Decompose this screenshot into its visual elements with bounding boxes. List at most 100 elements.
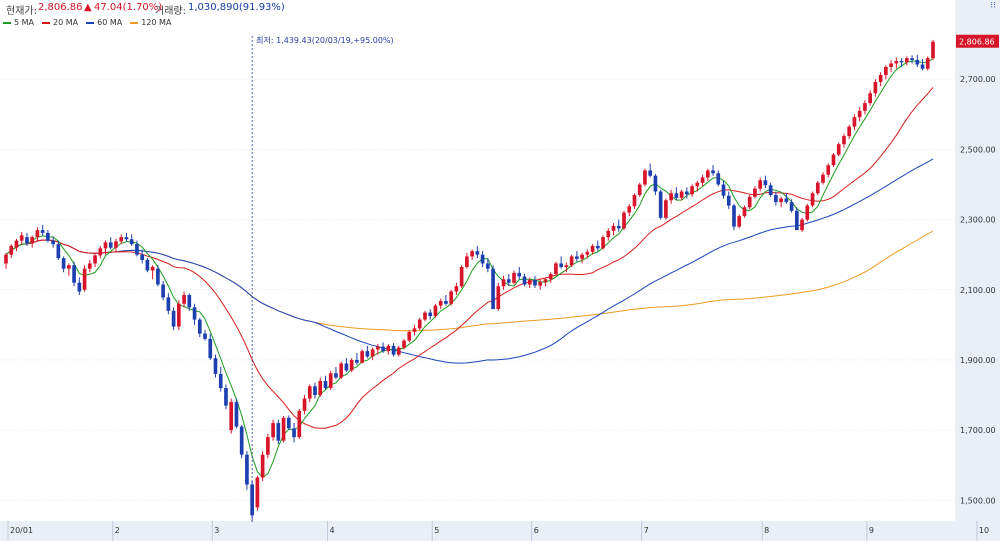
candle-body (318, 380, 323, 396)
candle (590, 244, 595, 255)
candle-body (611, 225, 616, 231)
settings-icon[interactable]: ⁝⁝ (990, 1, 996, 11)
candle-body (77, 282, 82, 292)
candle (412, 324, 417, 336)
candle-body (323, 380, 328, 389)
candle-body (501, 279, 506, 287)
candle (501, 275, 506, 290)
candle (506, 273, 511, 287)
candle (485, 258, 490, 273)
candle-body (124, 237, 129, 240)
y-tick-label: 2,700.00 (960, 75, 996, 84)
candle-body (569, 256, 574, 266)
candle (878, 72, 883, 87)
candle (355, 352, 359, 366)
candle (538, 279, 543, 290)
candle-body (360, 351, 364, 363)
candle-body (931, 41, 935, 59)
candle-body (365, 351, 370, 357)
candle-body (637, 184, 642, 196)
candle-body (4, 254, 8, 264)
candle (56, 240, 61, 260)
candle-body (826, 165, 831, 175)
candle (726, 191, 731, 210)
price-value: 2,806.86 (38, 2, 83, 13)
candle-body (616, 225, 621, 229)
candle (904, 56, 909, 66)
candle-body (40, 230, 45, 233)
candle-body (857, 110, 862, 118)
candle (166, 293, 171, 315)
candle (784, 193, 789, 204)
candle (35, 227, 40, 241)
candle-body (250, 484, 254, 516)
candle-body (815, 182, 820, 194)
candle (407, 330, 412, 343)
candle-body (564, 265, 569, 267)
candle-body (72, 265, 76, 283)
candle-body (46, 232, 50, 241)
candle-body (182, 295, 186, 304)
candle-body (428, 312, 433, 317)
candle (821, 172, 825, 185)
candle-body (512, 272, 516, 283)
candle-body (554, 263, 558, 274)
candle (25, 232, 29, 246)
candle (616, 219, 621, 232)
candle (266, 433, 270, 459)
candle-body (87, 263, 92, 269)
candle (72, 261, 76, 287)
candle-body (56, 244, 61, 259)
candle (910, 55, 914, 64)
candle-body (396, 347, 401, 355)
candle (669, 189, 673, 204)
candle (187, 293, 192, 311)
candle-body (585, 251, 590, 255)
legend-item-ma20: 20 MA (42, 18, 78, 27)
candle (852, 114, 857, 131)
candle-body (281, 417, 286, 441)
candle-body (381, 346, 385, 352)
change-arrow-icon: ▲ (84, 2, 92, 13)
candle (30, 235, 35, 248)
candle (61, 256, 66, 273)
y-tick-label: 1,500.00 (960, 496, 996, 505)
candle (318, 377, 323, 397)
candle (857, 107, 862, 122)
candle (449, 289, 454, 306)
candle (847, 124, 852, 139)
candle (774, 191, 778, 206)
candle (51, 236, 55, 248)
legend-item-ma120: 120 MA (130, 18, 171, 27)
candle-body (847, 126, 852, 137)
candle-body (685, 191, 689, 195)
ma120-line (5, 230, 934, 332)
candle (213, 354, 218, 378)
candle (150, 265, 155, 280)
header-bar: 현재가: 2,806.86 ▲ 47.04(1.70%) 거래량: 1,030,… (0, 0, 955, 17)
candle-body (716, 173, 721, 185)
candle-body (726, 195, 731, 206)
candle-body (98, 248, 103, 256)
candle-body (349, 359, 354, 371)
candle-body (402, 340, 406, 348)
candle-body (794, 210, 799, 231)
y-tick-label: 2,500.00 (960, 145, 996, 154)
candle-body (229, 402, 234, 431)
candle (9, 244, 14, 259)
candle-body (103, 242, 108, 249)
candle-body (842, 136, 846, 145)
candle (643, 168, 647, 187)
candle-body (302, 398, 307, 411)
candle (595, 240, 600, 252)
candle-body (9, 245, 14, 255)
candle (67, 263, 71, 276)
candle (129, 234, 134, 246)
candle-body (239, 426, 244, 455)
candle (889, 59, 893, 73)
candle (753, 186, 757, 199)
candle-body (218, 373, 223, 389)
candle (114, 238, 118, 252)
candle (564, 262, 569, 273)
price-label: 현재가: (6, 6, 37, 17)
